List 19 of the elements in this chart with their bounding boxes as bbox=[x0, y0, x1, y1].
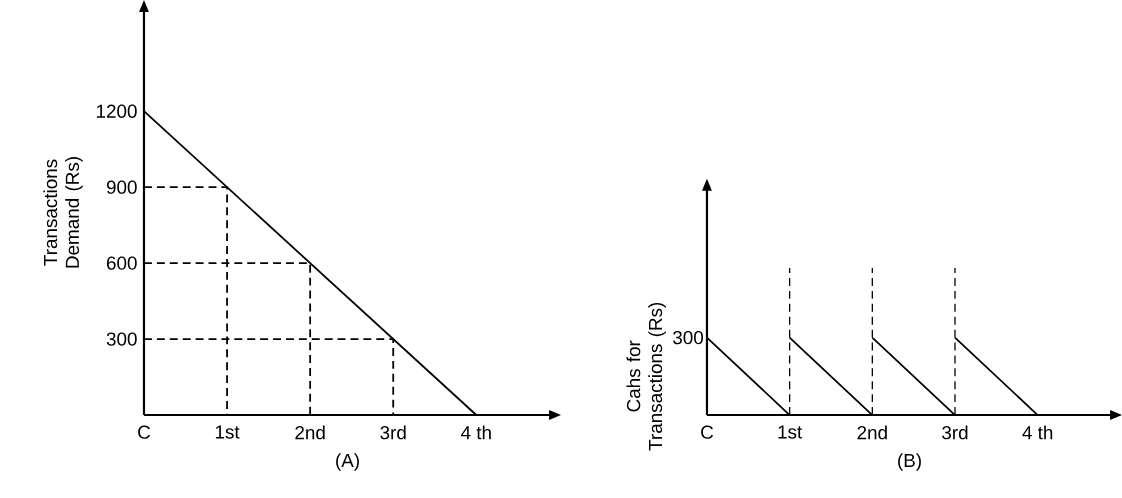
x-tick-label: 2nd bbox=[857, 425, 887, 440]
x-tick-label: 1st bbox=[215, 425, 240, 439]
x-tick-label: 4 th bbox=[1022, 425, 1053, 440]
y-tick-label: 600 bbox=[106, 256, 137, 270]
x-tick-label: C bbox=[138, 425, 151, 439]
y-tick-label: 300 bbox=[106, 332, 137, 346]
x-tick-label: 3rd bbox=[942, 425, 968, 440]
x-tick-label: 2nd bbox=[295, 425, 325, 440]
y-axis-title: Transactions Demand (Rs) bbox=[43, 156, 83, 268]
x-tick-label: 4 th bbox=[461, 425, 491, 440]
x-tick-label: 1st bbox=[778, 425, 803, 439]
x-tick-label: C bbox=[701, 425, 714, 439]
text: (A) bbox=[336, 453, 359, 471]
text: (B) bbox=[898, 453, 921, 471]
text: 300 bbox=[673, 330, 704, 345]
y-axis-title: Cahs for Transactions (Rs) bbox=[626, 302, 666, 451]
x-tick-label: 3rd bbox=[380, 425, 406, 440]
y-tick-label: 900 bbox=[106, 180, 137, 194]
y-tick-label: 1200 bbox=[96, 104, 137, 118]
